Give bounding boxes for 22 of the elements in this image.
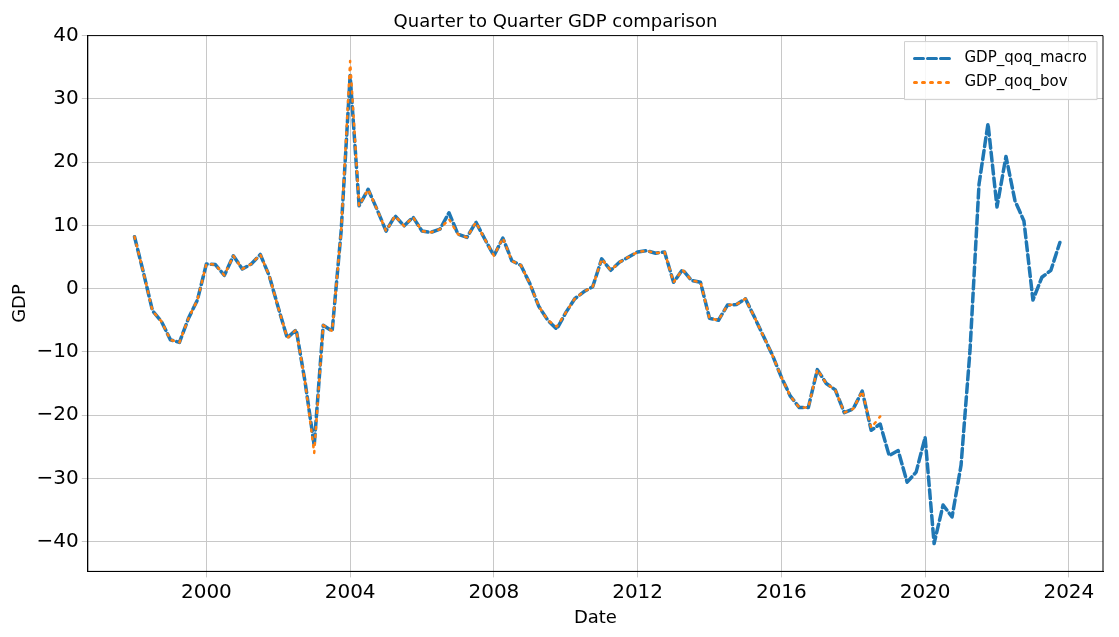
- x-tick-label: 2024: [1043, 578, 1095, 603]
- chart-title: Quarter to Quarter GDP comparison: [393, 10, 718, 32]
- y-tick-label: −10: [36, 338, 79, 363]
- y-tick-label: −30: [36, 464, 79, 489]
- x-tick-label: 2000: [180, 578, 232, 603]
- y-tick-label: 30: [53, 85, 79, 110]
- legend-label: GDP_qoq_macro: [964, 48, 1088, 68]
- y-tick-label: 40: [53, 21, 79, 46]
- y-tick-label: 10: [53, 211, 79, 236]
- x-tick-label: 2004: [324, 578, 376, 603]
- y-tick-label: −20: [36, 401, 79, 426]
- y-tick-label: 20: [53, 148, 79, 173]
- x-axis-title: Date: [573, 605, 617, 627]
- line-series: [133, 59, 882, 455]
- x-tick-label: 2012: [612, 578, 664, 603]
- x-tick-label: 2016: [755, 578, 807, 603]
- y-axis-title: GDP: [8, 284, 30, 323]
- y-tick-label: −40: [36, 527, 79, 552]
- x-tick-label: 2008: [468, 578, 520, 603]
- y-tick-label: 0: [66, 274, 79, 299]
- legend-label: GDP_qoq_bov: [964, 72, 1068, 92]
- x-tick-label: 2020: [899, 578, 951, 603]
